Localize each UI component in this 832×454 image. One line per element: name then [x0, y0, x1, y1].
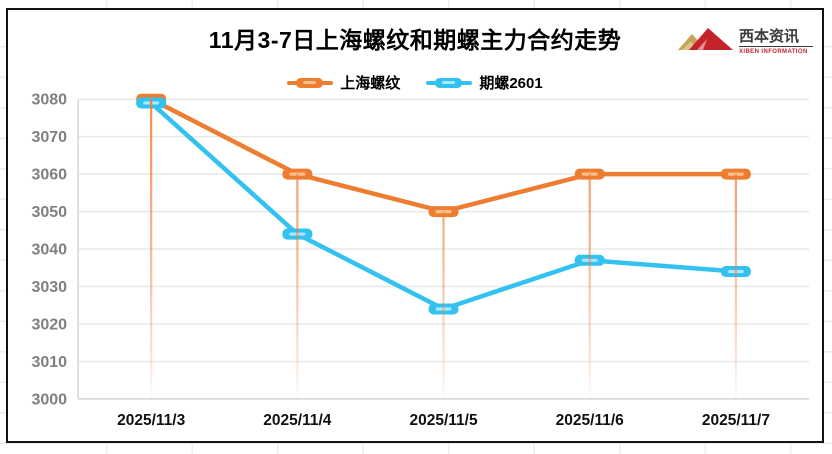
legend-label: 上海螺纹	[340, 75, 401, 92]
y-tick-label: 3040	[31, 241, 67, 259]
title-row: 11月3-7日上海螺纹和期螺主力合约走势	[8, 21, 822, 55]
chart-title: 11月3-7日上海螺纹和期螺主力合约走势	[208, 27, 622, 53]
x-tick-label: 2025/11/6	[556, 412, 625, 429]
chart-frame[interactable]: 11月3-7日上海螺纹和期螺主力合约走势 西本资讯 XIBEN INFORMAT…	[6, 8, 824, 443]
y-axis-labels: 3000 3010 3020 3030 3040 3050 3060 3070 3080	[31, 91, 67, 409]
x-tick-label: 2025/11/7	[702, 412, 770, 429]
xiben-logo: 西本资讯 XIBEN INFORMATION	[677, 26, 813, 58]
plot-area: 3000 3010 3020 3030 3040 3050 3060 3070 3080 2025…	[31, 91, 809, 429]
drop-lines	[150, 99, 737, 399]
legend: 上海螺纹 期螺2601	[8, 72, 822, 93]
mountain-logo-icon	[677, 28, 733, 50]
y-tick-label: 3020	[31, 315, 67, 333]
legend-label: 期螺2601	[479, 75, 543, 92]
y-tick-label: 3070	[31, 128, 67, 146]
x-tick-label: 2025/11/5	[409, 412, 478, 429]
y-tick-label: 3030	[31, 278, 67, 296]
y-tick-label: 3010	[31, 353, 67, 371]
legend-swatch-icon	[426, 77, 473, 89]
y-tick-label: 3000	[31, 390, 67, 408]
x-tick-label: 2025/11/4	[263, 412, 332, 429]
legend-item-0[interactable]: 上海螺纹	[287, 72, 400, 93]
x-tick-label: 2025/11/3	[117, 412, 186, 429]
logo-name: 西本资讯	[738, 29, 813, 47]
logo-subtitle: XIBEN INFORMATION	[738, 49, 808, 55]
x-axis-labels: 2025/11/3 2025/11/4 2025/11/5 2025/11/6 2025…	[117, 412, 770, 429]
series-line-0	[148, 96, 739, 214]
legend-swatch-icon	[287, 77, 334, 89]
y-tick-label: 3060	[31, 166, 67, 184]
y-tick-label: 3050	[31, 203, 67, 221]
legend-item-1[interactable]: 期螺2601	[426, 72, 543, 93]
y-tick-label: 3080	[31, 91, 67, 109]
series-markers-0	[136, 93, 751, 218]
